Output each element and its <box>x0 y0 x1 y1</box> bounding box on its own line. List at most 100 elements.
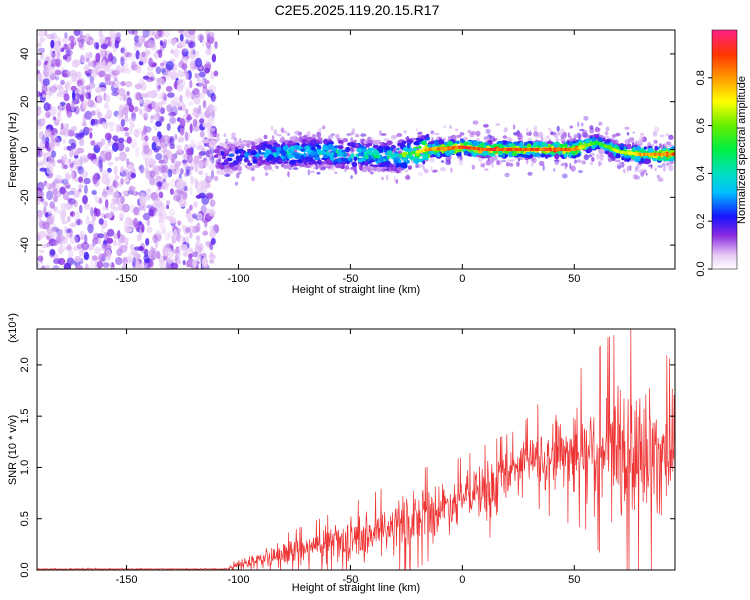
noise-cell <box>62 154 68 162</box>
noise-cell <box>182 103 186 112</box>
noise-cell <box>181 39 187 47</box>
spread-cell <box>600 158 604 161</box>
noise-cell <box>153 200 158 206</box>
ridge-cell <box>623 155 631 159</box>
noise-cell <box>146 66 154 71</box>
noise-cell <box>96 94 103 104</box>
ridge-cell <box>381 166 388 170</box>
noise-cell <box>55 118 61 124</box>
noise-cell <box>52 187 58 196</box>
noise-cell <box>130 250 137 256</box>
spread-cell <box>395 179 398 184</box>
noise-cell <box>211 94 217 102</box>
noise-cell <box>105 199 109 208</box>
noise-cell <box>155 230 162 237</box>
noise-cell <box>83 251 89 261</box>
noise-cell <box>159 224 167 231</box>
noise-cell <box>144 171 149 177</box>
spread-cell <box>483 124 489 128</box>
noise-cell <box>141 55 147 63</box>
spread-cell <box>276 133 282 137</box>
noise-cell <box>193 95 201 105</box>
ridge-cell <box>346 142 354 147</box>
spread-cell <box>292 167 299 171</box>
noise-cell <box>209 242 214 251</box>
noise-cell <box>107 167 112 173</box>
ridge-cell <box>345 146 351 153</box>
noise-cell <box>59 101 66 106</box>
noise-cell <box>196 222 201 233</box>
ridge-cell <box>219 164 225 170</box>
ridge-cell <box>654 145 659 151</box>
spread-cell <box>231 149 236 154</box>
noise-cell <box>96 260 104 269</box>
noise-cell <box>124 216 132 225</box>
noise-cell <box>68 249 74 259</box>
noise-cell <box>97 236 102 245</box>
x-tick-label: 50 <box>568 574 580 586</box>
y-tick-label: 0.0 <box>19 562 31 577</box>
ridge-cell <box>323 153 328 157</box>
noise-cell <box>92 118 99 125</box>
noise-cell <box>83 177 91 185</box>
noise-cell <box>139 108 143 116</box>
noise-cell <box>38 72 43 83</box>
noise-cell <box>95 52 101 63</box>
spread-cell <box>303 134 308 138</box>
noise-cell <box>129 125 133 135</box>
noise-cell <box>131 30 139 36</box>
noise-cell <box>37 262 40 268</box>
spread-cell <box>368 136 372 141</box>
x-tick-label: 50 <box>568 273 580 285</box>
ridge-cell <box>647 147 654 153</box>
noise-cell <box>66 47 71 57</box>
noise-cell <box>108 125 115 132</box>
noise-cell <box>90 258 97 266</box>
x-tick-label: -100 <box>227 574 249 586</box>
ridge-cell <box>353 139 358 143</box>
noise-cell <box>84 110 92 120</box>
noise-cell <box>185 168 191 177</box>
noise-cell <box>188 41 196 49</box>
noise-cell <box>80 54 86 64</box>
noise-cell <box>71 171 75 180</box>
ridge-cell <box>507 143 515 147</box>
noise-cell <box>38 47 45 53</box>
noise-cell <box>178 41 183 48</box>
noise-cell <box>68 158 72 164</box>
noise-cell <box>196 212 203 221</box>
noise-cell <box>100 138 106 146</box>
noise-cell <box>63 181 71 188</box>
ridge-cell <box>245 140 252 145</box>
ridge-cell <box>489 153 496 157</box>
snr-x-label: Height of straight line (km) <box>292 582 420 594</box>
noise-cell <box>37 142 40 147</box>
spread-cell <box>576 159 582 163</box>
spread-cell <box>316 171 321 175</box>
noise-cell <box>109 262 113 267</box>
ridge-cell <box>422 160 426 165</box>
ridge-cell <box>213 154 219 158</box>
noise-cell <box>121 168 130 177</box>
noise-cell <box>78 176 83 183</box>
noise-cell <box>44 141 49 149</box>
noise-cell <box>116 248 123 257</box>
ridge-cell <box>544 154 549 159</box>
ridge-cell <box>253 138 260 143</box>
spread-cell <box>614 159 620 163</box>
spread-cell <box>569 125 573 130</box>
ridge-cell <box>288 142 295 145</box>
noise-cell <box>145 170 153 180</box>
noise-cell <box>135 261 142 269</box>
ridge-cell <box>334 163 342 169</box>
ridge-cell <box>337 157 342 164</box>
noise-cell <box>197 159 204 170</box>
ridge-cell <box>397 142 404 146</box>
noise-cell <box>166 123 171 131</box>
ridge-cell <box>360 151 364 157</box>
ridge-cell <box>307 157 314 162</box>
noise-cell <box>112 180 119 189</box>
ridge-cell <box>402 147 408 152</box>
noise-cell <box>192 111 197 117</box>
noise-cell <box>97 159 103 169</box>
